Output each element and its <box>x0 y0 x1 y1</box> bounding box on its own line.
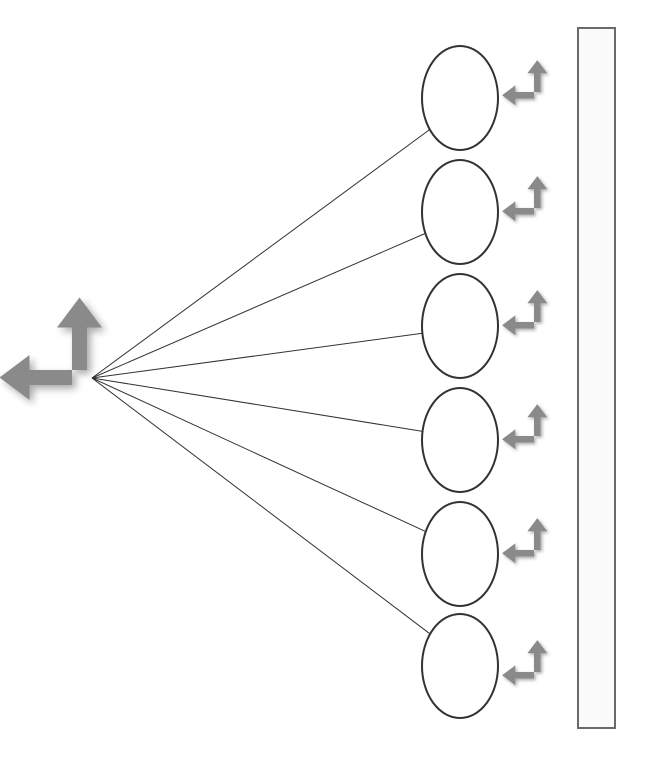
two-headed-arrow-big <box>0 298 102 401</box>
ellipse-node-4 <box>422 388 498 492</box>
edge-4 <box>92 378 423 431</box>
two-headed-arrow-small-3 <box>502 290 547 335</box>
edge-6 <box>92 378 430 634</box>
ellipse-node-5 <box>422 502 498 606</box>
edge-5 <box>92 378 426 532</box>
ellipse-node-2 <box>422 160 498 264</box>
right-bar <box>578 28 615 728</box>
ellipse-node-1 <box>422 46 498 150</box>
two-headed-arrow-small-1 <box>502 60 547 105</box>
connection-lines <box>92 129 430 633</box>
ellipse-node-6 <box>422 614 498 718</box>
two-headed-arrow-small-6 <box>502 640 547 685</box>
ellipse-nodes <box>422 46 498 718</box>
two-headed-arrow-small-4 <box>502 404 547 449</box>
arrow-glyphs <box>0 60 547 685</box>
ellipse-node-3 <box>422 274 498 378</box>
diagram-canvas <box>0 0 645 761</box>
edge-3 <box>92 333 422 378</box>
two-headed-arrow-small-2 <box>502 176 547 221</box>
vertical-bar <box>578 28 615 728</box>
two-headed-arrow-small-5 <box>502 518 547 563</box>
